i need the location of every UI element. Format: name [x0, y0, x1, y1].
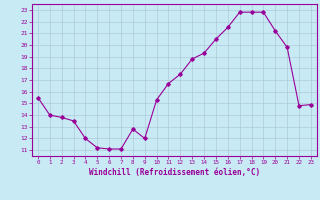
- X-axis label: Windchill (Refroidissement éolien,°C): Windchill (Refroidissement éolien,°C): [89, 168, 260, 177]
